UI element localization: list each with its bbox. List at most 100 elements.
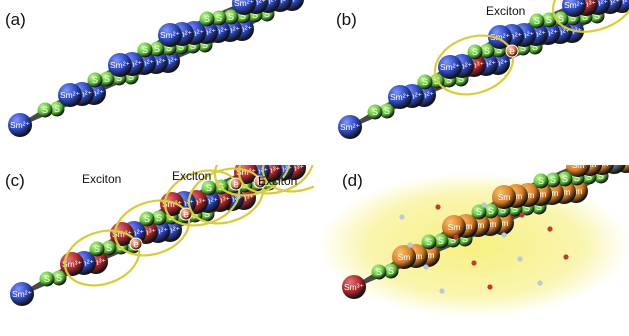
sm2-ion: Sm²⁺ xyxy=(388,85,412,109)
svg-text:Sm: Sm xyxy=(534,189,547,199)
free-electron-icon xyxy=(481,202,487,208)
svg-text:Sm: Sm xyxy=(460,221,473,231)
svg-text:Sm: Sm xyxy=(448,222,461,232)
svg-text:S: S xyxy=(488,206,494,216)
sulfur-atom: S xyxy=(479,43,495,59)
sulfur-atom: S xyxy=(99,71,115,87)
svg-text:S: S xyxy=(154,44,160,54)
svg-text:S: S xyxy=(178,42,184,52)
svg-text:Sm²⁺: Sm²⁺ xyxy=(184,28,204,38)
electron-icon: e xyxy=(229,177,243,191)
sulfur-atom: S xyxy=(101,240,117,256)
svg-text:S: S xyxy=(496,45,502,55)
svg-text:Sm³⁺: Sm³⁺ xyxy=(186,197,206,207)
sulfur-atom: S xyxy=(223,9,239,25)
svg-text:e: e xyxy=(233,180,239,191)
sulfur-atom: S xyxy=(139,211,155,227)
svg-text:S: S xyxy=(216,13,222,23)
svg-text:e: e xyxy=(509,47,515,58)
svg-text:Sm²⁺: Sm²⁺ xyxy=(160,225,180,235)
svg-text:S: S xyxy=(252,10,258,20)
sm2-ion: Sm²⁺ xyxy=(8,113,32,137)
svg-text:Sm²⁺: Sm²⁺ xyxy=(282,0,302,4)
sm-ion: Sm xyxy=(442,215,466,239)
panel-b: (b) Sm²⁺ S Sm²⁺ S Sm²⁺ S Sm²⁺ S Sm²⁺ S Sm²⁺ S Sm²⁺ S S… xyxy=(314,0,629,165)
svg-text:Sm²⁺: Sm²⁺ xyxy=(588,0,608,8)
electron-icon: e xyxy=(179,207,193,221)
svg-text:Sm²⁺: Sm²⁺ xyxy=(232,24,252,34)
metallic-glow xyxy=(319,173,629,317)
sulfur-atom: S xyxy=(545,172,561,188)
svg-text:Sm: Sm xyxy=(422,250,435,260)
svg-text:Sm²⁺: Sm²⁺ xyxy=(258,0,278,6)
panel-d: (d) Sm³⁺SSmSSmSSmSSmSSmSSmSSmSSmSSmSSmSS… xyxy=(314,140,629,331)
sulfur-atom: S xyxy=(51,270,67,286)
svg-text:e: e xyxy=(183,210,189,221)
svg-text:S: S xyxy=(562,174,568,184)
svg-text:Sm³⁺: Sm³⁺ xyxy=(260,165,280,175)
free-electron-icon xyxy=(453,234,459,240)
svg-text:S: S xyxy=(92,75,98,85)
svg-text:Sm²⁺: Sm²⁺ xyxy=(234,0,254,8)
svg-text:S: S xyxy=(500,205,506,215)
svg-text:Sm²⁺: Sm²⁺ xyxy=(160,30,180,40)
svg-text:S: S xyxy=(42,105,48,115)
svg-text:S: S xyxy=(384,106,390,116)
svg-text:S: S xyxy=(450,235,456,245)
sulfur-atom: S xyxy=(383,263,399,279)
lattice-a: Sm²⁺SSm²⁺SSm²⁺SSm²⁺SSm²⁺SSm²⁺SSm²⁺SSm²⁺S… xyxy=(8,0,304,137)
svg-text:S: S xyxy=(520,43,526,53)
panel-label-c: (c) xyxy=(5,171,25,190)
svg-text:Sm: Sm xyxy=(496,218,509,228)
svg-text:S: S xyxy=(128,72,134,82)
sulfur-atom: S xyxy=(533,173,549,189)
panel-label-a: (a) xyxy=(5,10,26,29)
sulfur-atom: S xyxy=(211,10,227,26)
free-electron-icon xyxy=(407,242,413,248)
svg-text:S: S xyxy=(550,175,556,185)
svg-text:Sm²⁺: Sm²⁺ xyxy=(526,29,546,39)
sm2-ion: Sm²⁺ xyxy=(338,115,362,139)
svg-text:S: S xyxy=(388,266,394,276)
svg-text:S: S xyxy=(558,14,564,24)
svg-text:Sm²⁺: Sm²⁺ xyxy=(10,120,30,130)
sm3-ion: Sm³⁺ xyxy=(60,252,84,276)
panel-a: (a) Sm²⁺ S Sm²⁺ S Sm²⁺ S Sm²⁺ S Sm²⁺ S Sm²⁺ S Sm²⁺ S S… xyxy=(0,0,314,165)
svg-text:Sm³⁺: Sm³⁺ xyxy=(234,193,254,203)
svg-text:S: S xyxy=(94,244,100,254)
sulfur-atom: S xyxy=(151,210,167,226)
svg-text:S: S xyxy=(512,204,518,214)
svg-text:Sm²⁺: Sm²⁺ xyxy=(220,25,240,35)
svg-text:Sm²⁺: Sm²⁺ xyxy=(390,92,410,102)
svg-text:Sm³⁺: Sm³⁺ xyxy=(62,259,82,269)
svg-text:S: S xyxy=(462,234,468,244)
sulfur-atom: S xyxy=(379,103,395,119)
svg-text:Sm³⁺: Sm³⁺ xyxy=(284,165,304,173)
svg-text:S: S xyxy=(44,274,50,284)
svg-text:S: S xyxy=(598,171,604,181)
free-electron-icon xyxy=(517,256,523,262)
sm-ion: Sm xyxy=(492,185,516,209)
svg-text:S: S xyxy=(202,40,208,50)
exciton-ring xyxy=(552,0,629,33)
svg-text:Sm²⁺: Sm²⁺ xyxy=(246,0,266,7)
svg-text:Sm²⁺: Sm²⁺ xyxy=(550,27,570,37)
svg-text:S: S xyxy=(538,176,544,186)
svg-text:Sm²⁺: Sm²⁺ xyxy=(208,26,228,36)
svg-text:Sm²⁺: Sm²⁺ xyxy=(476,59,496,69)
svg-text:Sm³⁺: Sm³⁺ xyxy=(86,257,106,267)
svg-text:Sm²⁺: Sm²⁺ xyxy=(538,28,558,38)
svg-text:Sm²⁺: Sm²⁺ xyxy=(74,258,94,268)
sulfur-atom: S xyxy=(199,11,215,27)
svg-text:Sm²⁺: Sm²⁺ xyxy=(414,90,434,100)
sm2-ion: Sm²⁺ xyxy=(58,83,82,107)
sulfur-atom: S xyxy=(49,101,65,117)
svg-text:Sm²⁺: Sm²⁺ xyxy=(452,61,472,71)
svg-text:S: S xyxy=(524,203,530,213)
sulfur-atom: S xyxy=(87,72,103,88)
svg-text:S: S xyxy=(484,46,490,56)
svg-text:S: S xyxy=(104,74,110,84)
free-electron-icon xyxy=(435,204,441,210)
free-electron-icon xyxy=(537,280,543,286)
svg-text:Sm²⁺: Sm²⁺ xyxy=(72,89,92,99)
